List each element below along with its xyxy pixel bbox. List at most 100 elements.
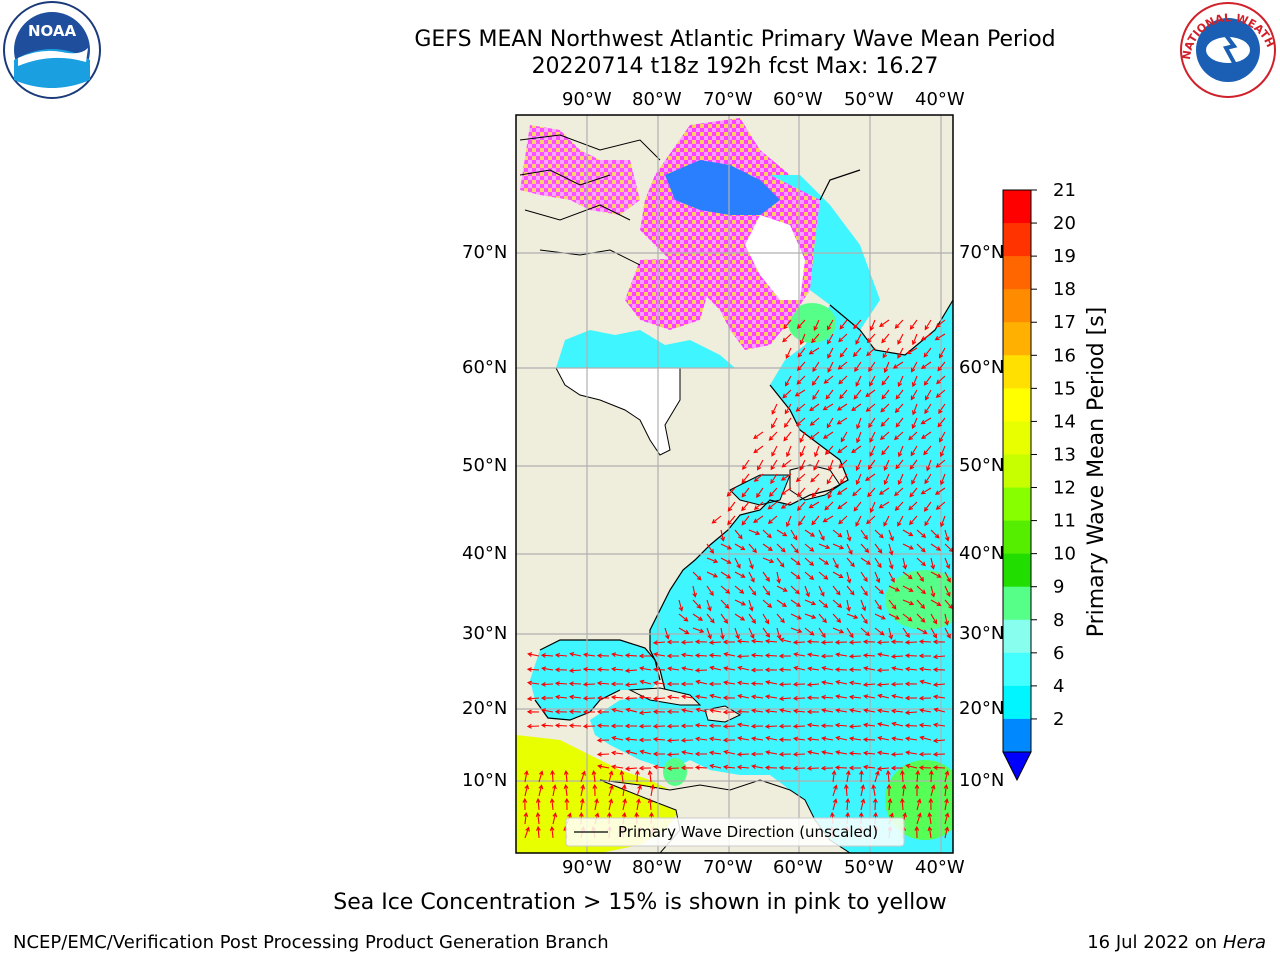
- wave-arrow: [827, 361, 834, 373]
- wave-arrow: [624, 653, 638, 658]
- wave-arrow: [838, 459, 848, 469]
- colorbar-segment: [1003, 421, 1031, 455]
- wave-arrow: [855, 333, 862, 345]
- wave-arrow: [938, 403, 946, 415]
- wave-arrow: [734, 627, 740, 640]
- wave-arrow: [582, 666, 596, 672]
- wave-arrow: [832, 571, 844, 578]
- wave-arrow: [911, 473, 918, 485]
- wave-arrow: [883, 361, 890, 374]
- wave-arrow: [708, 653, 722, 658]
- wave-arrow: [813, 459, 820, 471]
- green-patch-hudson: [788, 303, 836, 343]
- wave-arrow: [708, 736, 722, 742]
- wave-arrow: [780, 487, 792, 495]
- wave-arrow: [666, 709, 680, 715]
- wave-arrow: [866, 515, 876, 525]
- wave-arrow: [776, 557, 785, 568]
- wave-arrow: [549, 797, 555, 811]
- wave-arrow: [722, 695, 736, 701]
- wave-arrow: [914, 783, 920, 796]
- wave-arrow: [652, 751, 666, 757]
- wave-arrow: [855, 431, 862, 444]
- wave-arrow: [888, 571, 895, 583]
- wave-arrow: [939, 515, 946, 528]
- wave-arrow: [638, 737, 651, 743]
- wave-arrow: [748, 557, 754, 570]
- wave-arrow: [818, 571, 829, 580]
- wave-arrow: [845, 769, 851, 783]
- wave-arrow: [610, 750, 624, 756]
- wave-arrow: [835, 652, 848, 658]
- wave-arrow: [764, 638, 778, 644]
- wave-arrow: [734, 557, 741, 569]
- wave-arrow: [778, 682, 792, 687]
- wave-arrow: [881, 389, 890, 400]
- wave-arrow: [848, 694, 862, 700]
- footer-branch: NCEP/EMC/Verification Post Processing Pr…: [13, 932, 609, 953]
- wave-arrow: [893, 431, 904, 441]
- lon-label-bottom-3: 60°W: [773, 857, 823, 878]
- wave-arrow: [911, 361, 918, 373]
- wave-arrow: [924, 515, 932, 527]
- direction-legend-label: Primary Wave Direction (unscaled): [618, 823, 878, 841]
- wave-arrow: [596, 723, 610, 729]
- wave-arrow: [822, 431, 834, 439]
- wave-arrow: [904, 653, 918, 658]
- wave-arrow: [765, 750, 778, 755]
- wave-arrow: [860, 599, 867, 612]
- wave-arrow: [930, 529, 940, 539]
- wave-arrow: [925, 389, 932, 401]
- wave-arrow: [737, 693, 750, 699]
- wave-arrow: [855, 515, 862, 527]
- wave-arrow: [666, 653, 679, 659]
- wave-arrow: [881, 375, 890, 386]
- wave-arrow: [860, 543, 870, 553]
- wave-arrow: [909, 487, 918, 498]
- wave-arrow: [937, 417, 946, 428]
- wave-arrow: [524, 784, 530, 797]
- wave-arrow: [720, 627, 725, 640]
- wave-arrow: [799, 445, 806, 458]
- lon-label-top-5: 40°W: [915, 89, 965, 110]
- wave-arrow: [944, 812, 950, 825]
- wave-arrow: [832, 557, 839, 569]
- wave-arrow: [944, 543, 953, 553]
- wave-arrow: [855, 375, 862, 387]
- wave-arrow: [926, 459, 932, 472]
- wave-arrow: [888, 627, 894, 640]
- lon-label-bottom-5: 40°W: [915, 857, 965, 878]
- wave-arrow: [832, 585, 841, 596]
- wave-arrow: [838, 515, 848, 525]
- wave-arrow: [750, 638, 764, 644]
- wave-arrow: [806, 682, 820, 688]
- wave-arrow: [554, 681, 568, 686]
- wave-arrow: [851, 445, 862, 454]
- wave-arrow: [524, 826, 530, 839]
- wave-arrow: [895, 389, 904, 400]
- wave-arrow: [790, 571, 801, 580]
- wave-arrow: [876, 766, 890, 772]
- wave-arrow: [869, 319, 876, 332]
- wave-arrow: [891, 693, 904, 699]
- wave-arrow: [905, 750, 918, 756]
- wave-arrow: [930, 627, 937, 639]
- wave-arrow: [624, 682, 638, 688]
- wave-arrow: [804, 543, 815, 552]
- wave-arrow: [837, 445, 848, 454]
- wave-arrow: [838, 375, 848, 385]
- colorbar-tick-label: 20: [1053, 213, 1076, 234]
- noaa-logo-text: NOAA: [28, 22, 77, 40]
- wave-arrow: [832, 543, 845, 550]
- wave-arrow: [727, 501, 736, 512]
- wave-arrow: [866, 347, 876, 357]
- wave-arrow: [878, 487, 890, 495]
- wave-arrow: [904, 666, 918, 672]
- wave-arrow: [909, 515, 918, 526]
- wave-arrow: [708, 723, 722, 729]
- wave-arrow: [919, 735, 932, 741]
- lat-label-left-6: 10°N: [462, 770, 508, 791]
- colorbar-segment: [1003, 322, 1031, 356]
- lon-label-top-1: 80°W: [632, 89, 682, 110]
- wave-arrow: [666, 666, 680, 672]
